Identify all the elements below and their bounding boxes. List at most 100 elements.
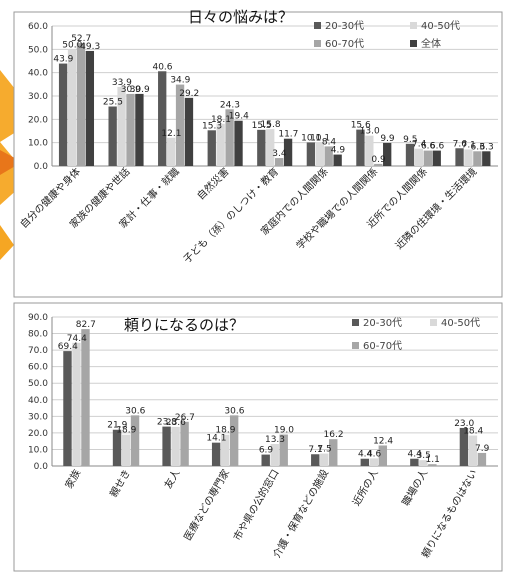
- bar-3: [76, 43, 86, 166]
- bar-1: [108, 106, 117, 166]
- data-label: 6.3: [471, 142, 485, 152]
- data-label: 15.3: [202, 121, 222, 131]
- bar-3: [229, 415, 239, 466]
- data-label: 4.4: [358, 450, 373, 460]
- y-tick-label: 60.0: [28, 22, 48, 32]
- bar-3: [324, 146, 333, 166]
- concerns-legend: 20-30代 40-50代 60-70代 全体: [314, 20, 460, 50]
- bar-1: [306, 142, 316, 166]
- bar-1: [257, 129, 266, 166]
- y-tick-label: 20.0: [28, 115, 48, 125]
- data-label: 74.4: [67, 334, 87, 344]
- legend-label: 40-50代: [441, 317, 480, 329]
- bar-4: [234, 120, 243, 166]
- bar-2: [464, 149, 473, 166]
- concerns-data-labels: 43.9 50.052.749.3 25.5 33.930.930.9 40.6 12.1…: [53, 34, 493, 165]
- y-tick-label: 10.0: [28, 139, 48, 149]
- bar-2: [315, 142, 324, 166]
- y-tick-label: 90.0: [28, 313, 48, 323]
- reliance-chart-title: 頼りになるのは？: [124, 316, 244, 334]
- data-label: 23.8: [157, 418, 177, 428]
- data-label: 9.5: [403, 135, 417, 145]
- bar-3: [126, 93, 135, 166]
- data-label: 29.2: [179, 89, 199, 99]
- y-tick-label: 80.0: [28, 330, 48, 340]
- bar-2: [419, 460, 428, 466]
- data-label: 52.7: [71, 34, 91, 44]
- data-label: 21.9: [107, 421, 127, 431]
- bar-3: [130, 415, 140, 466]
- bar-1: [455, 148, 464, 166]
- bar-2: [266, 129, 275, 166]
- bar-3: [279, 434, 288, 466]
- concerns-bars: [58, 43, 491, 167]
- y-tick-label: 60.0: [28, 363, 48, 373]
- bar-1: [261, 454, 270, 466]
- bar-2: [468, 435, 478, 466]
- data-label: 26.7: [175, 413, 195, 423]
- legend-label: 20-30代: [363, 317, 402, 329]
- starburst-decoration: [0, 70, 38, 260]
- data-label: 11.7: [278, 130, 298, 140]
- data-label: 18.4: [463, 427, 483, 437]
- legend-swatch: [314, 40, 321, 47]
- data-label: 12.1: [161, 129, 181, 139]
- data-label: 43.9: [53, 55, 73, 65]
- bar-1: [211, 442, 221, 466]
- bar-3: [225, 109, 234, 166]
- reliance-gridlines: [51, 316, 498, 467]
- bar-1: [63, 351, 72, 466]
- data-label: 19.0: [274, 426, 294, 436]
- bar-2: [320, 453, 329, 466]
- bar-1: [158, 71, 167, 166]
- legend-label: 20-30代: [325, 20, 364, 32]
- data-label: 4.6: [367, 449, 382, 459]
- bar-4: [135, 93, 144, 166]
- bar-1: [410, 458, 419, 466]
- bar-2: [220, 434, 230, 466]
- y-tick-label: 40.0: [28, 69, 48, 79]
- bar-1: [112, 429, 122, 466]
- y-tick-label: 50.0: [28, 45, 48, 55]
- bar-1: [162, 426, 171, 466]
- data-label: 16.2: [324, 430, 344, 440]
- data-label: 15.8: [261, 120, 281, 130]
- data-label: 7.9: [475, 444, 490, 454]
- bar-2: [365, 135, 374, 166]
- y-tick-label: 70.0: [28, 346, 48, 356]
- data-label: 23.0: [454, 419, 474, 429]
- data-label: 7.1: [308, 445, 322, 455]
- data-label: 10.1: [301, 133, 321, 143]
- concerns-chart-panel: 日々の悩みは？ 0.0 10.0 20.0 30.0 40.0 50.0 60.0 43.9…: [13, 8, 503, 298]
- bar-3: [423, 150, 432, 166]
- legend-swatch: [314, 22, 321, 29]
- data-label: 6.3: [479, 142, 493, 152]
- concerns-y-axis: 0.0 10.0 20.0 30.0 40.0 50.0 60.0: [28, 22, 48, 172]
- legend-label: 60-70代: [325, 38, 364, 50]
- bar-1: [311, 454, 320, 466]
- bar-2: [414, 148, 424, 166]
- bar-2: [171, 426, 180, 466]
- data-label: 3.4: [272, 149, 287, 159]
- data-label: 49.3: [80, 42, 100, 52]
- bar-3: [329, 439, 338, 466]
- legend-swatch: [352, 342, 359, 349]
- data-label: 30.6: [224, 406, 244, 416]
- legend-label: 全体: [421, 37, 441, 50]
- data-label: 40.6: [152, 62, 172, 72]
- data-label: 10.1: [310, 133, 330, 143]
- reliance-data-labels: 69.474.482.721.918.930.623.823.626.714.1…: [58, 320, 490, 465]
- bar-3: [81, 329, 90, 466]
- bar-4: [333, 154, 342, 166]
- bar-1: [459, 427, 469, 466]
- legend-swatch: [430, 319, 437, 326]
- bar-2: [72, 342, 81, 466]
- y-tick-label: 40.0: [28, 396, 48, 406]
- data-label: 34.9: [170, 76, 190, 86]
- bar-2: [166, 137, 176, 166]
- data-label: 4.9: [331, 146, 346, 156]
- reliance-y-axis: 0.0 10.0 20.0 30.0 40.0 50.0 60.0 70.0 80.0 90.0: [28, 313, 48, 472]
- data-label: 19.4: [229, 112, 249, 122]
- y-tick-label: 10.0: [28, 445, 48, 455]
